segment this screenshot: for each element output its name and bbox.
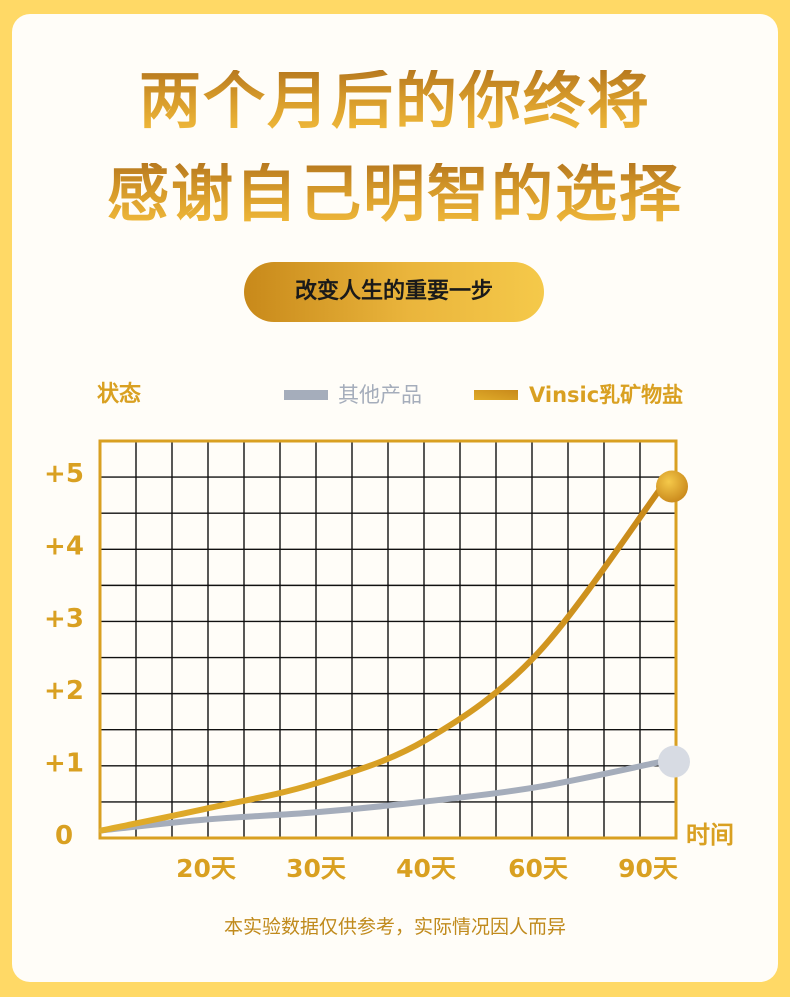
disclaimer-note: 本实验数据仅供参考，实际情况因人而异 — [223, 916, 566, 938]
slogan-pill: 改变人生的重要一步 — [244, 262, 544, 322]
y-tick-label: +2 — [44, 676, 84, 706]
x-tick-label: 90天 — [618, 854, 678, 883]
x-tick-label: 20天 — [176, 854, 236, 883]
y-tick-label: +1 — [44, 749, 84, 779]
x-axis-label: 时间 — [686, 821, 734, 849]
y-tick-label: +3 — [44, 604, 84, 634]
x-tick-label: 60天 — [508, 854, 568, 883]
headline-line-1: 两个月后的你终将 — [0, 70, 790, 132]
x-tick-label: 30天 — [286, 854, 346, 883]
y-tick-label: +5 — [44, 459, 84, 489]
series-line-other — [99, 758, 665, 834]
legend-label: Vinsic乳矿物盐 — [529, 383, 683, 407]
x-tick-label: 40天 — [396, 854, 456, 883]
y-tick-label: +4 — [44, 531, 84, 561]
y-tick-label: 0 — [55, 821, 73, 851]
legend-label: 其他产品 — [338, 383, 422, 407]
y-axis-label: 状态 — [97, 381, 141, 407]
series-endpoint-other — [658, 745, 690, 778]
headline-line-2: 感谢自己明智的选择 — [0, 163, 790, 225]
series-endpoint-vinsic — [656, 470, 688, 503]
plot-frame — [98, 439, 678, 840]
legend-swatch — [284, 390, 328, 400]
series-line-vinsic — [99, 483, 665, 834]
legend-swatch — [474, 390, 518, 400]
